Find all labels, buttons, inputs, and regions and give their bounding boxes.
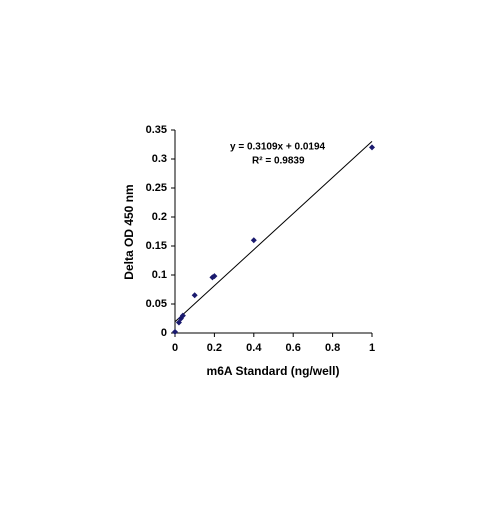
data-point (179, 312, 186, 319)
x-tick-label: 0.2 (207, 342, 222, 354)
y-tick-label: 0 (161, 327, 167, 339)
y-tick-label: 0.35 (146, 124, 167, 136)
r-squared: R² = 0.9839 (252, 156, 305, 167)
y-tick-label: 0.05 (146, 298, 167, 310)
data-point (191, 292, 198, 299)
equation: y = 0.3109x + 0.0194 (230, 142, 326, 153)
y-tick-label: 0.2 (152, 211, 167, 223)
data-point (250, 237, 257, 244)
trendline (174, 141, 373, 323)
data-point (369, 144, 375, 151)
x-tick-label: 0.6 (286, 342, 301, 354)
x-tick-label: 0 (172, 342, 178, 354)
y-axis-title: Delta OD 450 nm (122, 184, 136, 279)
x-tick-label: 0.4 (246, 342, 262, 354)
y-tick-label: 0.3 (152, 153, 167, 165)
x-tick-label: 1 (369, 342, 375, 354)
y-tick-label: 0.25 (146, 182, 167, 194)
y-tick-label: 0.15 (146, 240, 167, 252)
data-point (211, 273, 218, 280)
y-tick-label: 0.1 (152, 269, 167, 281)
data-point (172, 328, 178, 335)
x-tick-label: 0.8 (325, 342, 340, 354)
x-axis-title: m6A Standard (ng/well) (207, 364, 340, 378)
data-point (175, 319, 182, 326)
